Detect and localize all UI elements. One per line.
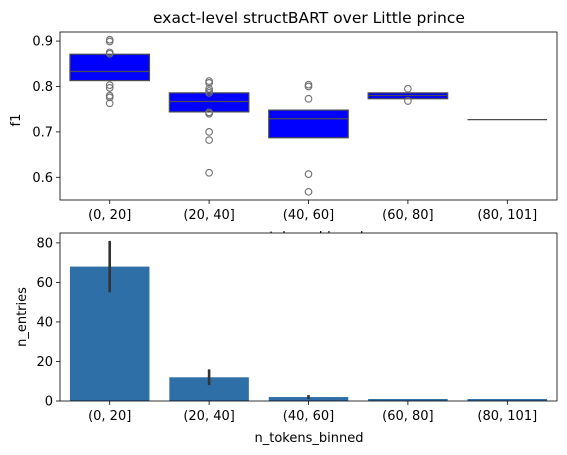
box-outlier-point xyxy=(205,79,213,87)
box-outlier-point xyxy=(404,97,412,105)
box-y-axis-label: f1 xyxy=(9,114,24,127)
box-ytick-label: 0.8 xyxy=(32,80,53,95)
bar-3 xyxy=(368,399,448,401)
box-x-axis-ticks: (0, 20] (20, 40] (40, 60] (60, 80] (80, 101] xyxy=(88,200,537,223)
box-ytick-label: 0.7 xyxy=(32,125,53,140)
box-outlier-point xyxy=(105,93,114,102)
box-plot-area xyxy=(69,35,548,196)
bar-x-axis-ticks: (0, 20] (20, 40] (40, 60] (60, 80] (80, 101] xyxy=(88,401,537,424)
bar-xtick-label: (40, 60] xyxy=(283,409,335,424)
box-xtick-label: (40, 60] xyxy=(283,208,335,223)
box-1 xyxy=(168,77,250,177)
bar-ytick-label: 80 xyxy=(36,236,53,251)
bar-xtick-label: (20, 40] xyxy=(183,409,235,424)
bar-xtick-label: (0, 20] xyxy=(88,409,131,424)
box-plot-panel: exact-level structBART over Little princ… xyxy=(9,9,558,223)
bar-y-axis-ticks: 0 20 40 60 80 xyxy=(36,236,60,410)
box-outlier-point xyxy=(205,84,213,93)
box-outlier-point xyxy=(304,94,313,103)
box-outlier-point xyxy=(404,84,412,93)
bar-chart-panel: 0 20 40 60 80 (0, 20] (20, 40] (40, 60] (60, 80… xyxy=(15,232,558,446)
bar-y-axis-label: n_entries xyxy=(15,287,30,347)
bar-plot-frame xyxy=(59,232,558,402)
box-outlier-point xyxy=(304,170,313,178)
bar-ytick-label: 20 xyxy=(36,355,53,370)
bar-ytick-label: 40 xyxy=(36,315,53,330)
box-outlier-point xyxy=(304,187,313,196)
box-iqr xyxy=(168,92,250,113)
box-outlier-point xyxy=(205,109,213,118)
box-0 xyxy=(69,35,151,108)
box-xtick-label: (20, 40] xyxy=(183,208,235,223)
box-outlier-point xyxy=(205,128,213,136)
box-outlier-point xyxy=(105,37,114,46)
chart-title: exact-level structBART over Little princ… xyxy=(153,9,465,27)
box-iqr xyxy=(69,53,151,82)
box-iqr xyxy=(268,109,349,139)
box-outlier-point xyxy=(105,99,114,108)
bar-ytick-label: 60 xyxy=(36,276,53,291)
box-ytick-label: 0.6 xyxy=(32,171,53,186)
box-outlier-point xyxy=(304,82,313,91)
bar-xtick-label: (80, 101] xyxy=(477,409,537,424)
box-xtick-label: (80, 101] xyxy=(477,208,537,223)
bar-1 xyxy=(169,377,249,401)
box-3 xyxy=(367,84,449,105)
box-xtick-label: (60, 80] xyxy=(382,208,434,223)
bar-plot-area xyxy=(69,240,548,401)
bar-4 xyxy=(467,399,548,401)
box-outlier-point xyxy=(205,168,213,177)
box-y-axis-ticks: 0.6 0.7 0.8 0.9 xyxy=(32,35,60,186)
box-outlier-point xyxy=(105,81,114,89)
bar-ytick-label: 0 xyxy=(45,395,53,410)
box-outlier-point xyxy=(105,49,114,58)
box-outlier-point xyxy=(205,88,213,97)
box-plot-frame xyxy=(59,31,558,201)
box-2 xyxy=(268,80,349,196)
box-outlier-point xyxy=(205,136,213,144)
box-ytick-label: 0.9 xyxy=(32,35,53,50)
bar-x-axis-label: n_tokens_binned xyxy=(255,431,364,446)
box-xtick-label: (0, 20] xyxy=(88,208,131,223)
box-outlier-point xyxy=(105,83,114,92)
bar-xtick-label: (60, 80] xyxy=(382,409,434,424)
